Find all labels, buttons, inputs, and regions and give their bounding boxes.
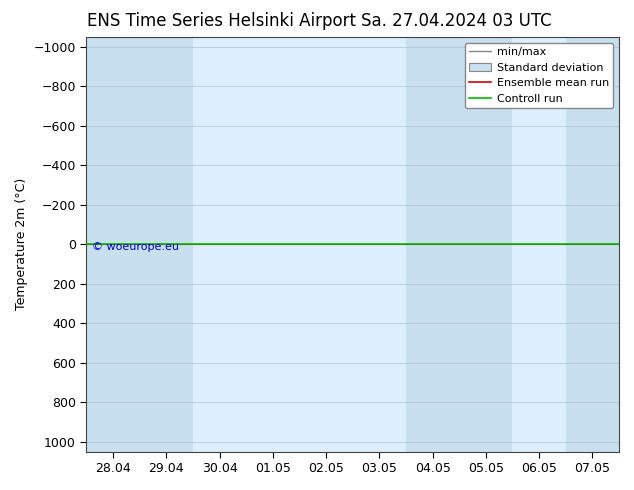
Bar	[406, 37, 459, 452]
Bar	[459, 37, 512, 452]
Bar	[139, 37, 193, 452]
Text: © woeurope.eu: © woeurope.eu	[92, 242, 179, 252]
Bar	[566, 37, 619, 452]
Text: ENS Time Series Helsinki Airport: ENS Time Series Helsinki Airport	[87, 12, 356, 30]
Bar	[86, 37, 139, 452]
Legend: min/max, Standard deviation, Ensemble mean run, Controll run: min/max, Standard deviation, Ensemble me…	[465, 43, 614, 108]
Y-axis label: Temperature 2m (°C): Temperature 2m (°C)	[15, 178, 28, 311]
Text: Sa. 27.04.2024 03 UTC: Sa. 27.04.2024 03 UTC	[361, 12, 552, 30]
